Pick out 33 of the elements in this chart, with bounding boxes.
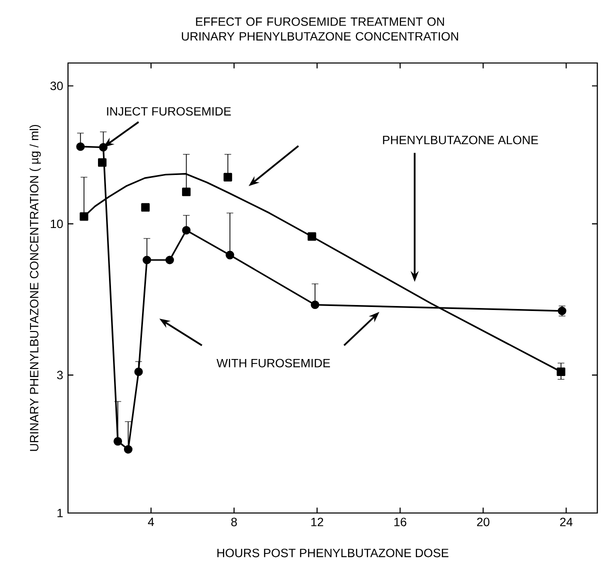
x-tick-label: 24 bbox=[560, 518, 573, 526]
point bbox=[114, 437, 122, 446]
point bbox=[226, 250, 234, 260]
y-tick-label: 30 bbox=[50, 82, 63, 90]
chart-title: EFFECT OF FUROSEMIDE TREATMENT ON URINARY PHENYLBUTAZONE CONCENTRATION bbox=[182, 17, 458, 41]
x-tick-label: 16 bbox=[394, 518, 406, 526]
x-axis-title: HOURS POST PHENYLBUTAZONE DOSE bbox=[217, 548, 448, 558]
point bbox=[80, 212, 88, 221]
point bbox=[98, 158, 107, 167]
point bbox=[124, 445, 132, 454]
point bbox=[165, 256, 174, 264]
point bbox=[308, 232, 316, 241]
y-tick-label: 1 bbox=[58, 508, 63, 518]
y-tick-label: 10 bbox=[50, 220, 63, 228]
point bbox=[142, 256, 152, 264]
y-axis-title: URINARY PHENYLBUTAZONE CONCENTRATION ( µg / ml) bbox=[30, 124, 41, 451]
annotation: WITH FUROSEMIDE bbox=[216, 358, 330, 368]
x-tick-label: 4 bbox=[148, 518, 154, 526]
point bbox=[310, 300, 320, 310]
point bbox=[182, 188, 191, 196]
x-tick-label: 12 bbox=[311, 518, 324, 526]
point bbox=[141, 203, 150, 212]
annotation: PHENYLBUTAZONE ALONE bbox=[383, 136, 538, 144]
point bbox=[134, 367, 143, 376]
point bbox=[182, 226, 191, 235]
point bbox=[99, 143, 108, 152]
point bbox=[224, 172, 232, 182]
annotation: INJECT FUROSEMIDE bbox=[107, 107, 231, 116]
y-tick-label: 3 bbox=[57, 370, 63, 380]
point bbox=[556, 367, 566, 376]
point bbox=[76, 142, 85, 151]
x-tick-label: 8 bbox=[231, 518, 237, 526]
x-tick-label: 20 bbox=[477, 518, 490, 526]
